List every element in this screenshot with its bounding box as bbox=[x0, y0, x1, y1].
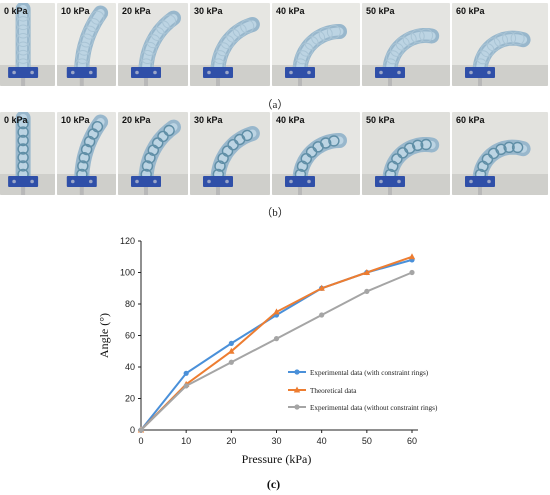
actuator-photo bbox=[190, 3, 270, 86]
data-point bbox=[364, 288, 370, 294]
strip-b-panel-4: 40 kPa bbox=[272, 112, 360, 195]
strip-b-panel-0: 0 kPa bbox=[0, 112, 55, 195]
pressure-label: 0 kPa bbox=[4, 6, 28, 16]
pressure-label: 10 kPa bbox=[61, 6, 90, 16]
actuator-photo bbox=[272, 3, 360, 86]
actuator-photo bbox=[452, 112, 548, 195]
legend-label-0: Experimental data (with constraint rings… bbox=[310, 369, 429, 377]
pressure-label: 30 kPa bbox=[194, 6, 223, 16]
actuator-photo bbox=[190, 112, 270, 195]
x-tick-label: 20 bbox=[226, 436, 236, 446]
photo-strip-b: 0 kPa 10 kPa 20 kPa 30 kPa 40 kPa 50 kPa 60 kP… bbox=[0, 112, 550, 195]
pressure-label: 50 kPa bbox=[366, 6, 395, 16]
pressure-label: 60 kPa bbox=[456, 115, 485, 125]
x-tick-label: 0 bbox=[138, 436, 143, 446]
legend-marker bbox=[294, 404, 300, 410]
data-point bbox=[273, 336, 280, 342]
y-axis-label: Angle (°) bbox=[97, 313, 111, 358]
actuator-photo bbox=[57, 3, 116, 86]
data-point bbox=[228, 347, 235, 354]
legend-label-2: Experimental data (without constraint ri… bbox=[310, 404, 438, 412]
pressure-label: 40 kPa bbox=[276, 115, 305, 125]
actuator-photo bbox=[272, 112, 360, 195]
data-point bbox=[409, 269, 415, 276]
strip-a-panel-2: 20 kPa bbox=[118, 3, 188, 86]
strip-a-panel-3: 30 kPa bbox=[190, 3, 270, 86]
strip-b-panel-6: 60 kPa bbox=[452, 112, 548, 195]
actuator-photo bbox=[362, 3, 450, 86]
y-tick-label: 120 bbox=[120, 236, 135, 246]
actuator-photo bbox=[0, 3, 55, 86]
data-point bbox=[183, 370, 189, 376]
actuator-photo bbox=[118, 3, 188, 86]
data-point bbox=[273, 308, 280, 315]
y-tick-label: 0 bbox=[130, 425, 135, 435]
data-point bbox=[319, 312, 325, 318]
strip-a-panel-4: 40 kPa bbox=[272, 3, 360, 86]
caption-b: （b） bbox=[261, 207, 289, 219]
data-point bbox=[318, 284, 325, 291]
y-tick-label: 20 bbox=[125, 394, 135, 404]
x-tick-label: 40 bbox=[317, 436, 327, 446]
strip-a-panel-0: 0 kPa bbox=[0, 3, 55, 86]
y-tick-label: 60 bbox=[125, 331, 135, 341]
data-point bbox=[183, 383, 189, 389]
strip-b-panel-2: 20 kPa bbox=[118, 112, 188, 195]
data-point bbox=[408, 253, 416, 260]
angle-pressure-chart: 0 10 20 30 40 50 60 0 20 40 60 80 100 120 Pressure (kP… bbox=[97, 236, 438, 491]
actuator-photo bbox=[362, 112, 450, 195]
x-tick-label: 10 bbox=[181, 436, 191, 446]
pressure-label: 10 kPa bbox=[61, 115, 90, 125]
actuator-photo bbox=[118, 112, 188, 195]
x-tick-label: 50 bbox=[362, 436, 372, 446]
x-tick-label: 30 bbox=[271, 436, 281, 446]
legend-marker bbox=[294, 369, 300, 375]
actuator-photo bbox=[57, 112, 116, 195]
pressure-label: 20 kPa bbox=[122, 115, 151, 125]
pressure-label: 60 kPa bbox=[456, 6, 485, 16]
data-point bbox=[138, 427, 144, 433]
y-tick-label: 40 bbox=[125, 362, 135, 372]
strip-b-panel-5: 50 kPa bbox=[362, 112, 450, 195]
data-point bbox=[228, 359, 234, 365]
actuator-photo bbox=[452, 3, 548, 86]
strip-a-panel-1: 10 kPa bbox=[57, 3, 116, 86]
photo-strip-a: 0 kPa 10 kPa 20 kPa 30 kPa 40 kPa 50 kPa 60 kP… bbox=[0, 3, 550, 86]
caption-c: (c) bbox=[267, 477, 280, 491]
pressure-label: 50 kPa bbox=[366, 115, 395, 125]
legend-marker bbox=[293, 386, 301, 393]
legend-label-1: Theoretical data bbox=[310, 387, 357, 395]
pressure-label: 20 kPa bbox=[122, 6, 151, 16]
y-tick-label: 80 bbox=[125, 299, 135, 309]
strip-b-panel-3: 30 kPa bbox=[190, 112, 270, 195]
strip-a-panel-5: 50 kPa bbox=[362, 3, 450, 86]
data-point bbox=[363, 269, 371, 275]
caption-a: （a） bbox=[261, 99, 289, 111]
pressure-label: 30 kPa bbox=[194, 115, 223, 125]
pressure-label: 40 kPa bbox=[276, 6, 305, 16]
data-point bbox=[228, 340, 234, 346]
x-axis-label: Pressure (kPa) bbox=[242, 452, 312, 466]
y-tick-label: 100 bbox=[120, 268, 135, 278]
strip-b-panel-1: 10 kPa bbox=[57, 112, 116, 195]
actuator-photo bbox=[0, 112, 55, 195]
pressure-label: 0 kPa bbox=[4, 115, 28, 125]
strip-a-panel-6: 60 kPa bbox=[452, 3, 548, 86]
x-tick-label: 60 bbox=[407, 436, 417, 446]
